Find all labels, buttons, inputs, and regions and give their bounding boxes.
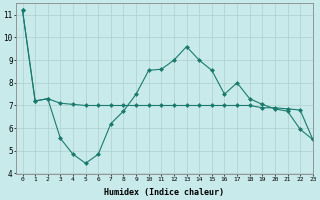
X-axis label: Humidex (Indice chaleur): Humidex (Indice chaleur) [105, 188, 225, 197]
